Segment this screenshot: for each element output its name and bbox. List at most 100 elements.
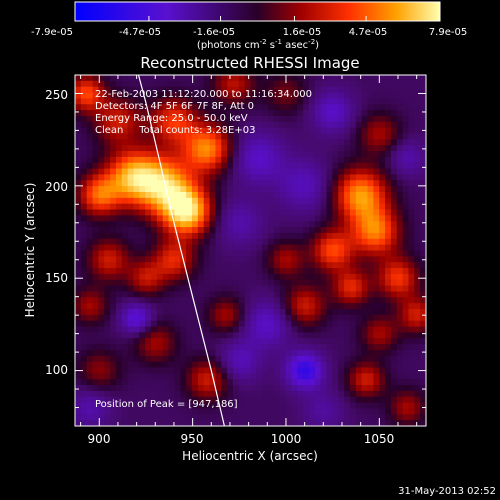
heatmap-cell [344, 192, 351, 199]
heatmap-cell [209, 203, 216, 211]
heatmap-cell [332, 209, 339, 216]
heatmap-cell [186, 379, 193, 386]
heatmap-cell [390, 151, 398, 158]
heatmap-cell [232, 361, 240, 369]
heatmap-cell [174, 192, 181, 199]
heatmap-cell [133, 244, 140, 252]
heatmap-cell [285, 192, 293, 199]
heatmap-cell [133, 151, 140, 158]
heatmap-cell [174, 373, 181, 380]
heatmap-cell [256, 355, 263, 363]
heatmap-cell [133, 215, 140, 222]
heatmap-cell [379, 344, 386, 351]
heatmap-cell [133, 279, 140, 287]
colorbar-tick-label: 4.7e-05 [349, 27, 387, 38]
heatmap-cell [80, 197, 88, 205]
heatmap-cell [390, 355, 398, 363]
heatmap-cell [297, 385, 304, 392]
heatmap-cell [303, 104, 310, 111]
heatmap-cell [396, 139, 404, 146]
heatmap-cell [373, 244, 380, 252]
heatmap-cell [414, 279, 421, 287]
heatmap-cell [320, 320, 328, 328]
heatmap-cell [110, 420, 117, 426]
heatmap-cell [156, 320, 164, 328]
heatmap-cell [262, 244, 269, 252]
heatmap-cell [314, 192, 322, 199]
heatmap-cell [285, 227, 293, 234]
heatmap-cell [104, 168, 111, 176]
heatmap-cell [344, 145, 351, 152]
heatmap-cell [320, 314, 328, 322]
heatmap-cell [326, 133, 333, 140]
heatmap-cell [344, 291, 351, 298]
heatmap-cell [367, 320, 374, 328]
heatmap-cell [221, 291, 228, 298]
heatmap-cell [320, 256, 328, 263]
heatmap-cell [320, 262, 328, 269]
heatmap-cell [215, 227, 222, 234]
heatmap-cell [338, 156, 345, 164]
heatmap-cell [127, 291, 135, 298]
heatmap-cell [238, 139, 246, 146]
heatmap-cell [115, 420, 123, 426]
heatmap-cell [80, 244, 88, 252]
heatmap-cell [379, 86, 386, 94]
heatmap-cell [168, 385, 176, 392]
heatmap-cell [338, 420, 345, 426]
heatmap-cell [250, 379, 257, 386]
heatmap-cell [373, 174, 380, 181]
heatmap-cell [344, 121, 351, 129]
heatmap-cell [115, 174, 123, 181]
heatmap-cell [285, 344, 293, 351]
heatmap-cell [98, 192, 105, 199]
heatmap-cell [320, 162, 328, 170]
heatmap-cell [151, 408, 158, 415]
heatmap-cell [326, 344, 333, 351]
heatmap-cell [151, 168, 158, 176]
heatmap-cell [279, 338, 287, 345]
heatmap-cell [174, 168, 181, 176]
heatmap-cell [86, 104, 94, 111]
heatmap-cell [180, 186, 187, 193]
heatmap-cell [291, 104, 298, 111]
heatmap-cell [309, 162, 316, 170]
heatmap-cell [367, 98, 374, 105]
heatmap-cell [332, 98, 339, 105]
heatmap-cell [256, 98, 263, 105]
heatmap-cell [297, 402, 304, 410]
heatmap-cell [186, 355, 193, 363]
heatmap-cell [244, 168, 252, 176]
heatmap-cell [203, 402, 211, 410]
heatmap-cell [92, 414, 99, 421]
heatmap-cell [232, 238, 240, 246]
heatmap-cell [332, 168, 339, 176]
heatmap-cell [180, 285, 187, 293]
heatmap-cell [139, 139, 146, 146]
heatmap-cell [273, 390, 281, 398]
heatmap-cell [133, 227, 140, 234]
heatmap-cell [174, 385, 181, 392]
heatmap-cell [232, 127, 240, 135]
heatmap-cell [367, 273, 374, 281]
heatmap-cell [80, 186, 88, 193]
heatmap-cell [121, 227, 129, 234]
heatmap-cell [297, 355, 304, 363]
heatmap-cell [344, 390, 351, 398]
heatmap-cell [104, 385, 111, 392]
heatmap-cell [80, 291, 88, 298]
heatmap-cell [174, 291, 181, 298]
heatmap-cell [162, 273, 170, 281]
heatmap-cell [273, 402, 281, 410]
heatmap-cell [227, 344, 234, 351]
heatmap-cell [86, 414, 94, 421]
heatmap-cell [256, 127, 263, 135]
heatmap-cell [127, 156, 135, 164]
heatmap-cell [408, 414, 415, 421]
heatmap-cell [133, 133, 140, 140]
heatmap-cell [408, 390, 415, 398]
heatmap-cell [355, 291, 363, 298]
heatmap-cell [285, 349, 293, 357]
heatmap-cell [215, 268, 222, 275]
heatmap-cell [192, 414, 199, 421]
